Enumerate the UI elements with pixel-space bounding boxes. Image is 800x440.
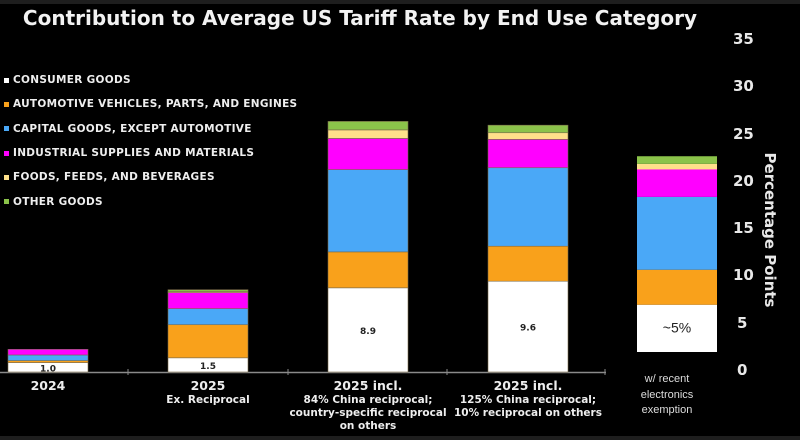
category-sub: electronics: [640, 388, 694, 401]
legend-label: FOODS, FEEDS, AND BEVERAGES: [13, 171, 215, 184]
legend-swatch: [4, 174, 9, 180]
legend-item: FOODS, FEEDS, AND BEVERAGES: [4, 165, 297, 189]
legend-swatch: [4, 101, 9, 107]
bar-segment: [7, 354, 89, 361]
x-category-label: 2025 Ex. Reciprocal: [123, 378, 293, 407]
bar-segment: [487, 124, 569, 134]
category-sub: 84% China reciprocal;: [303, 394, 433, 406]
bar-segment: [327, 169, 409, 253]
data-label: ~5%: [663, 319, 691, 335]
category-sub: on others: [339, 420, 397, 432]
legend-item: CONSUMER GOODS: [4, 68, 297, 92]
top-border: [0, 0, 800, 4]
bar-segment: [637, 304, 717, 352]
bar-segment: [327, 138, 409, 170]
bar-segment: [327, 129, 409, 139]
y-tick-label: 30: [733, 77, 754, 96]
data-label: 1.0: [40, 364, 56, 374]
bar-segment: [487, 132, 569, 140]
category-sub: country-specific reciprocal: [289, 407, 447, 419]
y-tick-label: 35: [733, 30, 754, 48]
category-main: 2024: [30, 378, 66, 393]
bar-segment: [487, 280, 569, 373]
legend-label: AUTOMOTIVE VEHICLES, PARTS, AND ENGINES: [13, 98, 298, 111]
bar-segment: [167, 324, 249, 359]
legend-label: CONSUMER GOODS: [13, 74, 131, 87]
category-main: 2025 incl.: [333, 378, 403, 393]
bar-segment: [487, 167, 569, 247]
y-tick-label: 0: [737, 361, 748, 379]
legend-label: INDUSTRIAL SUPPLIES AND MATERIALS: [13, 147, 255, 160]
y-tick-label: 20: [733, 171, 754, 190]
legend-swatch: [4, 126, 9, 132]
category-sub: w/ recent: [644, 373, 690, 385]
x-category-label: w/ recent electronics exemption: [622, 372, 712, 419]
data-label: 9.6: [520, 324, 536, 334]
legend-label: CAPITAL GOODS, EXCEPT AUTOMOTIVE: [13, 122, 252, 135]
bar-segment: [327, 251, 409, 289]
bar-segment: [327, 121, 409, 131]
legend-item: CAPITAL GOODS, EXCEPT AUTOMOTIVE: [4, 117, 297, 141]
x-category-label: 2025 incl. 125% China reciprocal; 10% reci…: [443, 378, 613, 420]
y-tick-label: 10: [733, 266, 754, 285]
bar-segment: [637, 156, 717, 164]
bottom-border: [0, 436, 800, 440]
bar-segment: [7, 349, 89, 356]
x-category-label: 2024: [0, 378, 133, 394]
bar-segment: [167, 289, 249, 292]
legend-item: INDUSTRIAL SUPPLIES AND MATERIALS: [4, 141, 297, 165]
bar-segment: [637, 169, 717, 197]
data-label: 1.5: [200, 362, 216, 372]
bar-segment: [487, 139, 569, 169]
legend-item: OTHER GOODS: [4, 189, 297, 213]
legend-item: AUTOMOTIVE VEHICLES, PARTS, AND ENGINES: [4, 92, 297, 116]
legend-swatch: [4, 77, 9, 83]
bar-segment: [487, 245, 569, 282]
y-tick-label: 5: [737, 313, 748, 332]
legend: CONSUMER GOODS AUTOMOTIVE VEHICLES, PARTS…: [4, 68, 297, 214]
y-tick-label: 15: [733, 219, 754, 238]
bar-segment: [327, 287, 409, 373]
category-sub: 10% reciprocal on others: [454, 407, 602, 419]
category-main: 2025: [190, 378, 226, 393]
x-category-label: 2025 incl. 84% China reciprocal; country-s…: [283, 378, 453, 433]
legend-label: OTHER GOODS: [13, 195, 103, 208]
chart-title: Contribution to Average US Tariff Rate b…: [22, 6, 698, 30]
bar-segment: [637, 269, 717, 305]
y-tick-label: 25: [733, 124, 754, 143]
category-main: 2025 incl.: [493, 378, 563, 393]
y-axis-label: Percentage Points: [761, 152, 779, 308]
bar-segment: [637, 196, 717, 270]
category-sub: Ex. Reciprocal: [166, 394, 250, 406]
bar-segment: [637, 163, 717, 170]
legend-swatch: [4, 199, 9, 205]
bar-segment: [167, 308, 249, 326]
category-sub: 125% China reciprocal;: [459, 394, 597, 406]
legend-swatch: [4, 150, 9, 156]
bar-segment: [167, 292, 249, 309]
category-sub: exemption: [641, 404, 693, 416]
data-label: 8.9: [360, 327, 376, 337]
